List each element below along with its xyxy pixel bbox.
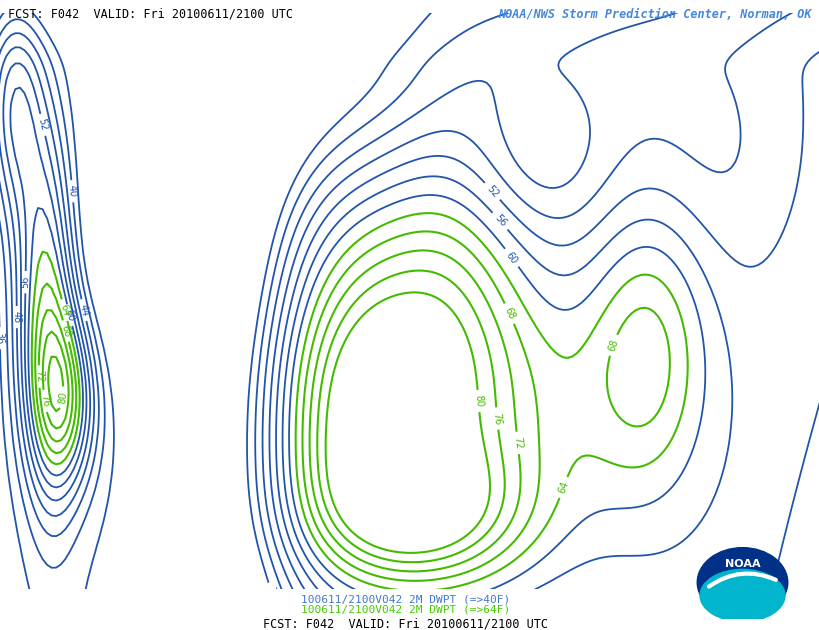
Text: 72: 72 <box>511 436 523 450</box>
Text: 76: 76 <box>39 394 51 408</box>
Text: 100611/2100V042 2M DWPT (=>64F): 100611/2100V042 2M DWPT (=>64F) <box>301 605 510 615</box>
Text: 80: 80 <box>57 391 68 404</box>
Text: FCST: F042  VALID: Fri 20100611/2100 UTC: FCST: F042 VALID: Fri 20100611/2100 UTC <box>263 617 548 630</box>
Text: 52: 52 <box>37 118 49 132</box>
Text: 64: 64 <box>58 303 71 318</box>
Text: 40: 40 <box>66 185 78 198</box>
Text: 80: 80 <box>473 394 483 408</box>
Text: 44: 44 <box>78 303 90 317</box>
Circle shape <box>696 547 787 617</box>
Text: 36: 36 <box>0 332 5 345</box>
Text: 64: 64 <box>556 480 569 495</box>
Text: 52: 52 <box>484 183 500 199</box>
Text: NOAA/NWS Storm Prediction Center, Norman, OK: NOAA/NWS Storm Prediction Center, Norman… <box>498 8 811 21</box>
Text: 56: 56 <box>20 276 30 289</box>
Text: 60: 60 <box>63 308 76 323</box>
Text: 60: 60 <box>504 249 518 266</box>
Text: 36: 36 <box>265 586 278 600</box>
Text: 100611/2100V042 2M DWPT (=>40F): 100611/2100V042 2M DWPT (=>40F) <box>301 594 510 604</box>
Text: 76: 76 <box>491 412 502 425</box>
Ellipse shape <box>699 570 784 622</box>
Text: 68: 68 <box>606 338 619 353</box>
Text: NOAA: NOAA <box>724 559 759 570</box>
Text: 68: 68 <box>502 306 516 321</box>
Text: 52: 52 <box>500 625 514 630</box>
Text: 68: 68 <box>60 324 72 338</box>
Text: FCST: F042  VALID: Fri 20100611/2100 UTC: FCST: F042 VALID: Fri 20100611/2100 UTC <box>8 8 293 21</box>
Text: 48: 48 <box>11 311 22 323</box>
FancyArrowPatch shape <box>708 573 775 587</box>
Text: 56: 56 <box>491 213 507 229</box>
Text: 72: 72 <box>34 370 44 383</box>
